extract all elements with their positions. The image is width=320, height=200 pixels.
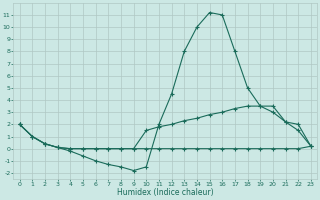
X-axis label: Humidex (Indice chaleur): Humidex (Indice chaleur) <box>117 188 213 197</box>
